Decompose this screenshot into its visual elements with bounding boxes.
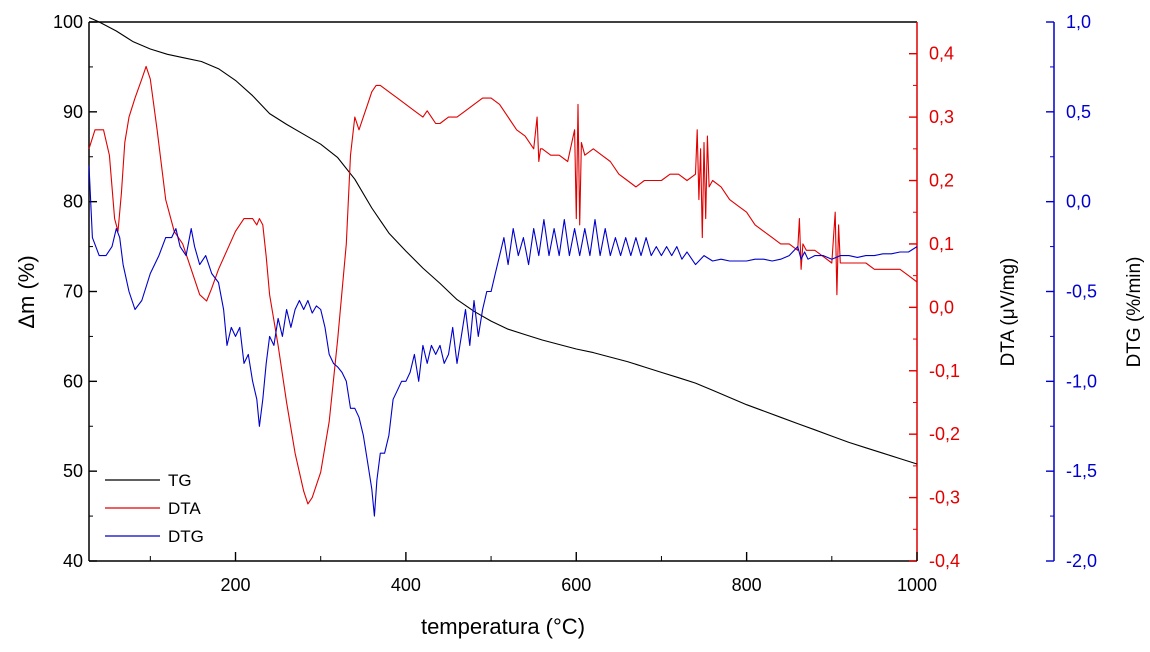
tick-label: 80 xyxy=(63,192,83,212)
tick-label: 400 xyxy=(391,575,421,595)
tick-label: 70 xyxy=(63,282,83,302)
tick-label: -1,0 xyxy=(1066,371,1097,391)
dtg-axis: -2,0 -1,5 -1,0 -0,5 0,0 0,5 1,0 xyxy=(1046,12,1097,571)
series-dtg-line xyxy=(88,165,918,517)
tick-label: -0,5 xyxy=(1066,282,1097,302)
tick-label: 1,0 xyxy=(1066,12,1091,32)
tick-label: 90 xyxy=(63,102,83,122)
legend-label-tg: TG xyxy=(168,471,192,490)
tick-label: -2,0 xyxy=(1066,551,1097,571)
tick-label: 0,2 xyxy=(929,171,954,191)
tick-label: 600 xyxy=(561,575,591,595)
tick-label: 60 xyxy=(63,371,83,391)
y-axis-right2-title: DTG (%/min) xyxy=(1124,257,1145,368)
plot-frame xyxy=(89,21,917,562)
x-axis: 200 400 600 800 1000 xyxy=(149,552,937,595)
legend-label-dta: DTA xyxy=(168,499,201,518)
tick-label: -0,2 xyxy=(929,424,960,444)
series-tg-line xyxy=(88,16,918,465)
tick-label: 0,3 xyxy=(929,107,954,127)
dta-axis: -0,4 -0,3 -0,2 -0,1 0,0 0,1 0,2 0,3 0,4 xyxy=(909,22,960,571)
left-axis: 40 50 60 70 80 90 100 xyxy=(53,12,97,571)
tick-label: 0,5 xyxy=(1066,102,1091,122)
legend: TG DTA DTG xyxy=(105,471,204,546)
tick-label: 0,1 xyxy=(929,234,954,254)
tick-label: 800 xyxy=(732,575,762,595)
series-dta-line xyxy=(88,65,918,505)
tick-label: 50 xyxy=(63,461,83,481)
tick-label: 200 xyxy=(220,575,250,595)
tick-label: -0,1 xyxy=(929,361,960,381)
series-layer xyxy=(88,16,918,517)
tick-label: 0,0 xyxy=(929,297,954,317)
tick-label: 100 xyxy=(53,12,83,32)
y-axis-left-title: Δm (%) xyxy=(14,255,39,328)
tick-label: 0,0 xyxy=(1066,192,1091,212)
tick-label: 1000 xyxy=(897,575,937,595)
tick-label: 0,4 xyxy=(929,44,954,64)
tick-label: -1,5 xyxy=(1066,461,1097,481)
tick-label: -0,3 xyxy=(929,488,960,508)
legend-label-dtg: DTG xyxy=(168,527,204,546)
tick-label: 40 xyxy=(63,551,83,571)
x-axis-title: temperatura (°C) xyxy=(421,614,585,639)
y-axis-right1-title: DTA (μV/mg) xyxy=(998,258,1019,367)
tick-label: -0,4 xyxy=(929,551,960,571)
